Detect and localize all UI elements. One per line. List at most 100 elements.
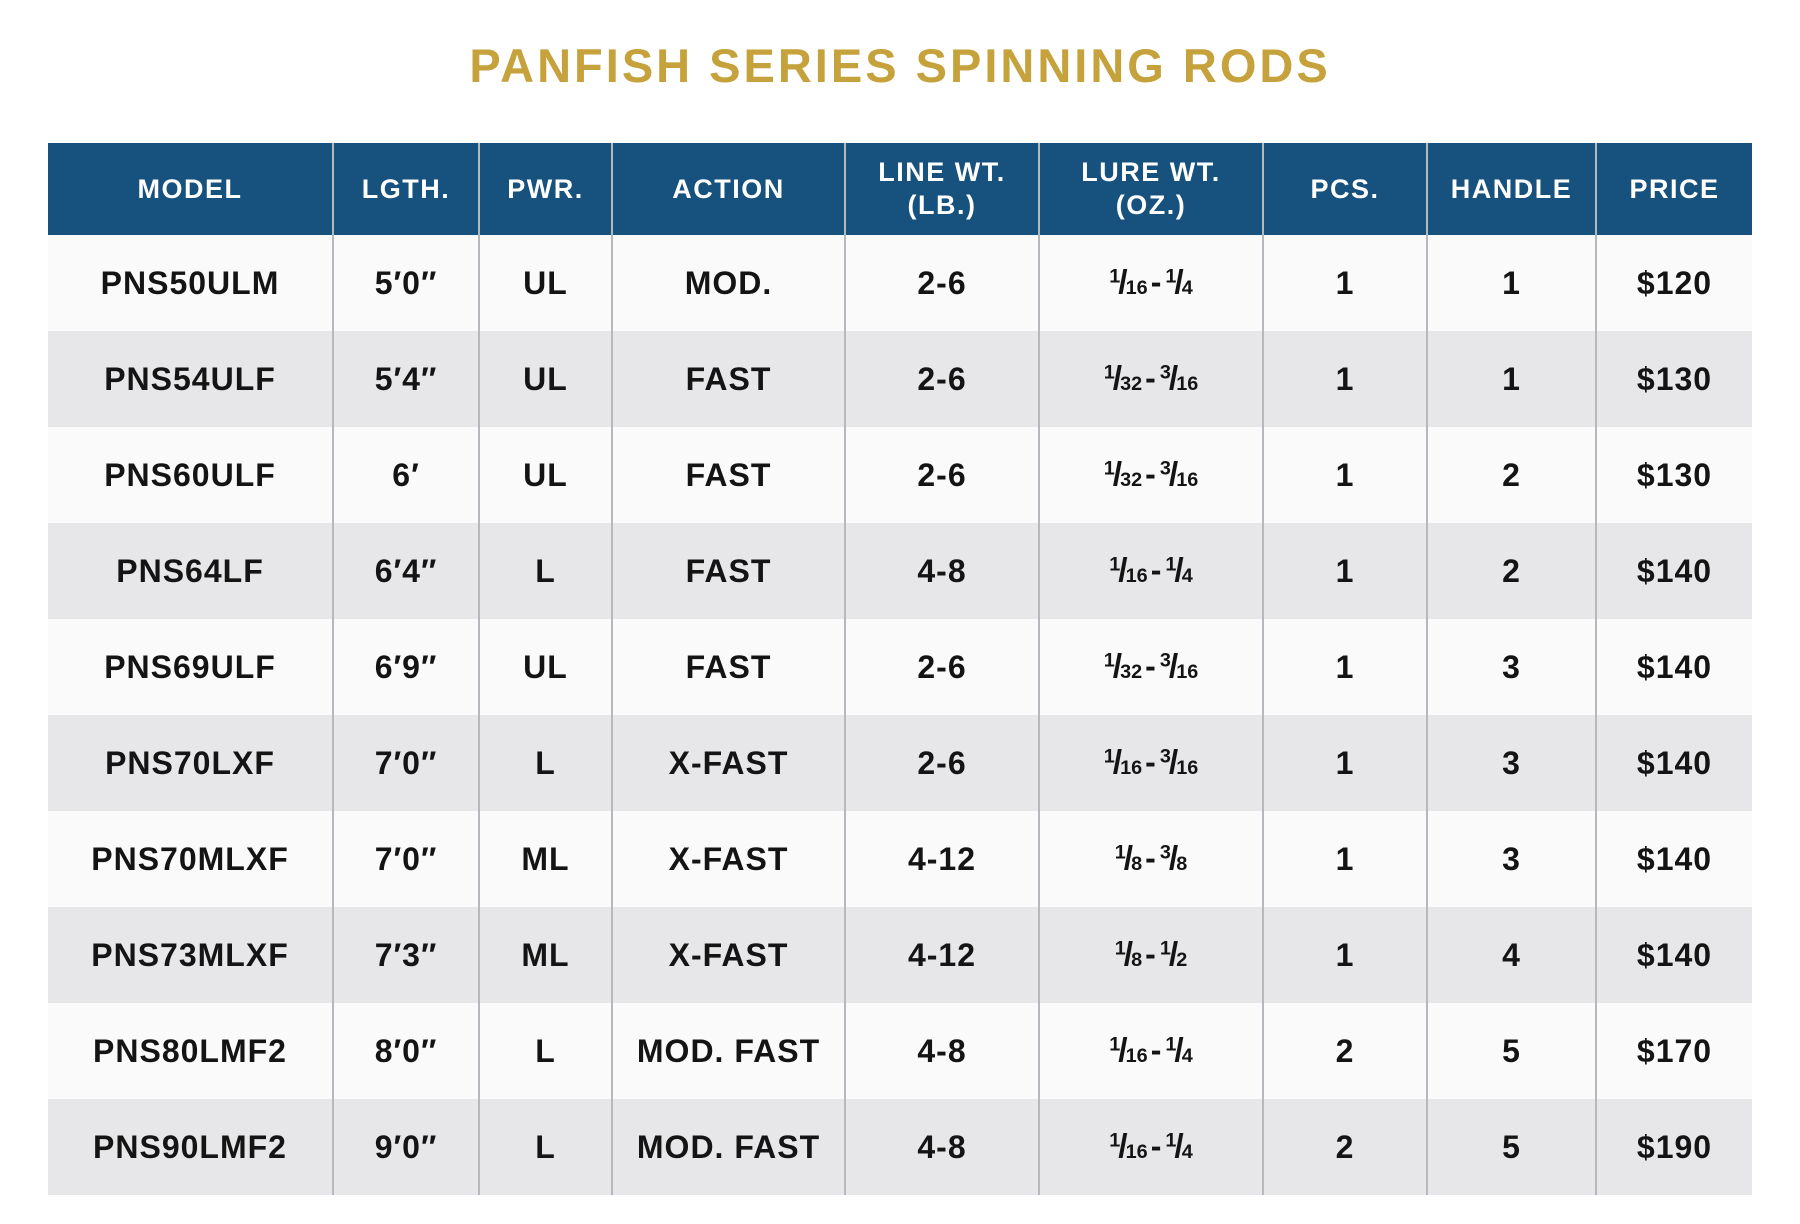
cell-price: $140 (1595, 715, 1752, 811)
cell-action: MOD. FAST (611, 1003, 845, 1099)
cell-line-wt: 2-6 (844, 427, 1039, 523)
cell-line-wt: 2-6 (844, 715, 1039, 811)
cell-pcs: 2 (1262, 1099, 1427, 1195)
cell-pwr: UL (478, 619, 612, 715)
cell-line-wt: 2-6 (844, 331, 1039, 427)
cell-pwr: UL (478, 331, 612, 427)
cell-price: $140 (1595, 523, 1752, 619)
cell-handle: 5 (1426, 1099, 1596, 1195)
cell-handle: 3 (1426, 619, 1596, 715)
cell-pcs: 1 (1262, 331, 1427, 427)
cell-model: PNS90LMF2 (93, 1128, 287, 1165)
table-header-cell-lgth: LGTH. (332, 143, 479, 235)
cell-handle: 3 (1426, 811, 1596, 907)
cell-price: $120 (1595, 235, 1752, 331)
cell-price: $140 (1595, 907, 1752, 1003)
table-body: PNS50ULM 5′0″ UL MOD. 2-6 1/16- 1/4 1 1 $120 PNS54… (48, 235, 1752, 1195)
table-header-cell-handle: HANDLE (1426, 143, 1596, 235)
cell-handle: 4 (1426, 907, 1596, 1003)
cell-lure-wt: 1/16- 1/4 (1038, 1003, 1263, 1099)
table-header-row: MODEL LGTH. PWR. ACTION LINE WT. (LB.) LURE WT… (48, 143, 1752, 235)
table-header-cell-line-wt: LINE WT. (LB.) (844, 143, 1039, 235)
header-label: LURE WT. (1081, 157, 1221, 187)
cell-model: PNS50ULM (100, 264, 280, 301)
cell-lgth: 8′0″ (332, 1003, 479, 1099)
cell-lure-wt: 1/32- 3/16 (1038, 619, 1263, 715)
cell-lure-wt: 1/16- 1/4 (1038, 523, 1263, 619)
header-label: PCS. (1310, 173, 1380, 204)
cell-price: $190 (1595, 1099, 1752, 1195)
cell-handle: 2 (1426, 523, 1596, 619)
cell-lure-wt: 1/16- 1/4 (1038, 235, 1263, 331)
cell-pcs: 2 (1262, 1003, 1427, 1099)
cell-pwr: ML (478, 907, 612, 1003)
header-label: PWR. (507, 173, 584, 204)
cell-price: $140 (1595, 811, 1752, 907)
cell-lgth: 7′0″ (332, 715, 479, 811)
cell-lgth: 7′3″ (332, 907, 479, 1003)
cell-price: $130 (1595, 331, 1752, 427)
cell-lgth: 9′0″ (332, 1099, 479, 1195)
cell-action: X-FAST (611, 811, 845, 907)
cell-lure-wt: 1/8- 3/8 (1038, 811, 1263, 907)
cell-pcs: 1 (1262, 619, 1427, 715)
table-header-cell-action: ACTION (611, 143, 845, 235)
cell-lgth: 6′ (332, 427, 479, 523)
cell-pwr: L (478, 715, 612, 811)
cell-line-wt: 2-6 (844, 619, 1039, 715)
cell-model: PNS70LXF (105, 744, 275, 781)
cell-action: FAST (611, 619, 845, 715)
cell-model: PNS80LMF2 (93, 1032, 287, 1069)
cell-lgth: 6′4″ (332, 523, 479, 619)
cell-pcs: 1 (1262, 523, 1427, 619)
cell-lure-wt: 1/16- 3/16 (1038, 715, 1263, 811)
cell-model: PNS73MLXF (91, 936, 289, 973)
header-sublabel: (LB.) (907, 190, 977, 220)
cell-model: PNS64LF (116, 552, 264, 589)
table-row: PNS54ULF 5′4″ UL FAST 2-6 1/32- 3/16 1 1 $130 (48, 331, 1752, 427)
spinning-rods-spec-table: MODEL LGTH. PWR. ACTION LINE WT. (LB.) LURE WT… (48, 143, 1752, 1195)
header-label: ACTION (672, 173, 785, 204)
cell-line-wt: 4-8 (844, 523, 1039, 619)
table-row: PNS73MLXF 7′3″ ML X-FAST 4-12 1/8- 1/2 1 4 $140 (48, 907, 1752, 1003)
table-header-cell-lure-wt: LURE WT. (OZ.) (1038, 143, 1263, 235)
cell-action: X-FAST (611, 715, 845, 811)
table-header-cell-pwr: PWR. (478, 143, 612, 235)
table-row: PNS69ULF 6′9″ UL FAST 2-6 1/32- 3/16 1 3 $140 (48, 619, 1752, 715)
cell-action: FAST (611, 331, 845, 427)
cell-line-wt: 4-8 (844, 1099, 1039, 1195)
cell-pcs: 1 (1262, 235, 1427, 331)
cell-handle: 3 (1426, 715, 1596, 811)
header-label: PRICE (1629, 173, 1720, 204)
cell-lgth: 7′0″ (332, 811, 479, 907)
table-row: PNS80LMF2 8′0″ L MOD. FAST 4-8 1/16- 1/4 2 5 $170 (48, 1003, 1752, 1099)
cell-action: MOD. FAST (611, 1099, 845, 1195)
cell-action: FAST (611, 523, 845, 619)
cell-model: PNS69ULF (104, 648, 276, 685)
cell-action: X-FAST (611, 907, 845, 1003)
table-row: PNS50ULM 5′0″ UL MOD. 2-6 1/16- 1/4 1 1 $120 (48, 235, 1752, 331)
cell-line-wt: 2-6 (844, 235, 1039, 331)
cell-pwr: L (478, 1003, 612, 1099)
cell-action: FAST (611, 427, 845, 523)
table-header-cell-pcs: PCS. (1262, 143, 1427, 235)
cell-pwr: UL (478, 235, 612, 331)
header-label: HANDLE (1450, 173, 1573, 204)
cell-model: PNS60ULF (104, 456, 276, 493)
header-sublabel: (OZ.) (1115, 190, 1187, 220)
cell-lgth: 6′9″ (332, 619, 479, 715)
cell-line-wt: 4-8 (844, 1003, 1039, 1099)
header-label: LINE WT. (878, 157, 1006, 187)
cell-price: $130 (1595, 427, 1752, 523)
page-title: PANFISH SERIES SPINNING RODS (469, 39, 1331, 92)
cell-pwr: ML (478, 811, 612, 907)
cell-price: $140 (1595, 619, 1752, 715)
table-row: PNS70LXF 7′0″ L X-FAST 2-6 1/16- 3/16 1 3 $140 (48, 715, 1752, 811)
cell-pwr: L (478, 523, 612, 619)
cell-lure-wt: 1/16- 1/4 (1038, 1099, 1263, 1195)
cell-lgth: 5′4″ (332, 331, 479, 427)
table-header-cell-model: MODEL (48, 143, 333, 235)
table-row: PNS90LMF2 9′0″ L MOD. FAST 4-8 1/16- 1/4 2 5 $190 (48, 1099, 1752, 1195)
cell-pwr: UL (478, 427, 612, 523)
cell-line-wt: 4-12 (844, 907, 1039, 1003)
